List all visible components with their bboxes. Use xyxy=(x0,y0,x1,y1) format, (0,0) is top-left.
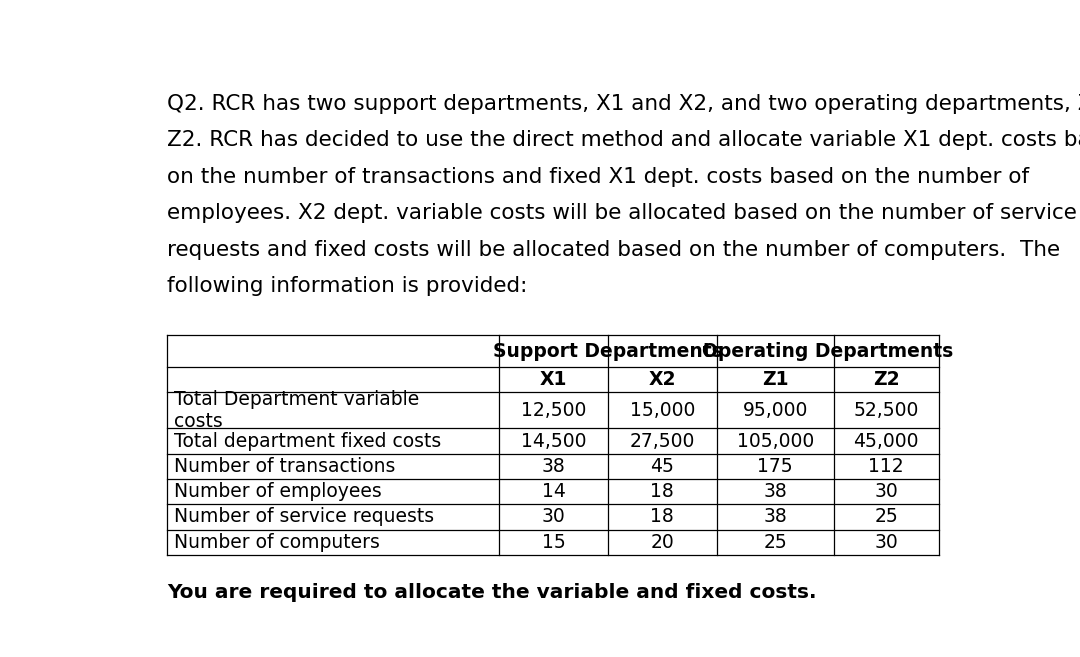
Text: 112: 112 xyxy=(868,457,904,476)
Text: Total Department variable
costs: Total Department variable costs xyxy=(174,390,419,431)
Text: 52,500: 52,500 xyxy=(853,401,919,420)
Text: Number of service requests: Number of service requests xyxy=(174,507,434,526)
Text: 105,000: 105,000 xyxy=(737,432,814,451)
Text: 30: 30 xyxy=(875,482,899,501)
Text: 38: 38 xyxy=(764,507,787,526)
Text: 38: 38 xyxy=(764,482,787,501)
Text: 25: 25 xyxy=(764,533,787,552)
Text: 27,500: 27,500 xyxy=(630,432,696,451)
Text: Operating Departments: Operating Departments xyxy=(702,342,954,361)
Text: Support Departments: Support Departments xyxy=(494,342,723,361)
Text: Number of transactions: Number of transactions xyxy=(174,457,395,476)
Text: on the number of transactions and fixed X1 dept. costs based on the number of: on the number of transactions and fixed … xyxy=(166,167,1029,187)
Text: Q2. RCR has two support departments, X1 and X2, and two operating departments, Z: Q2. RCR has two support departments, X1 … xyxy=(166,94,1080,114)
Text: 175: 175 xyxy=(757,457,793,476)
Text: 15,000: 15,000 xyxy=(630,401,696,420)
Text: X2: X2 xyxy=(649,370,676,389)
Text: 14: 14 xyxy=(541,482,566,501)
Text: Z1: Z1 xyxy=(762,370,788,389)
Text: 45: 45 xyxy=(650,457,674,476)
Text: Z2. RCR has decided to use the direct method and allocate variable X1 dept. cost: Z2. RCR has decided to use the direct me… xyxy=(166,131,1080,150)
Text: 18: 18 xyxy=(650,482,674,501)
Text: 30: 30 xyxy=(542,507,565,526)
Text: Number of computers: Number of computers xyxy=(174,533,379,552)
Text: Z2: Z2 xyxy=(873,370,900,389)
Text: 12,500: 12,500 xyxy=(521,401,586,420)
Text: 38: 38 xyxy=(542,457,565,476)
Text: 14,500: 14,500 xyxy=(521,432,586,451)
Text: 15: 15 xyxy=(542,533,565,552)
Text: employees. X2 dept. variable costs will be allocated based on the number of serv: employees. X2 dept. variable costs will … xyxy=(166,203,1077,223)
Text: Number of employees: Number of employees xyxy=(174,482,381,501)
Text: 30: 30 xyxy=(875,533,899,552)
Text: requests and fixed costs will be allocated based on the number of computers.  Th: requests and fixed costs will be allocat… xyxy=(166,240,1059,260)
Text: 25: 25 xyxy=(875,507,899,526)
Text: 45,000: 45,000 xyxy=(853,432,919,451)
Text: following information is provided:: following information is provided: xyxy=(166,276,527,296)
Text: Total department fixed costs: Total department fixed costs xyxy=(174,432,441,451)
Text: X1: X1 xyxy=(540,370,567,389)
Text: 95,000: 95,000 xyxy=(743,401,808,420)
Text: 18: 18 xyxy=(650,507,674,526)
Text: You are required to allocate the variable and fixed costs.: You are required to allocate the variabl… xyxy=(166,583,816,602)
Text: 20: 20 xyxy=(650,533,674,552)
